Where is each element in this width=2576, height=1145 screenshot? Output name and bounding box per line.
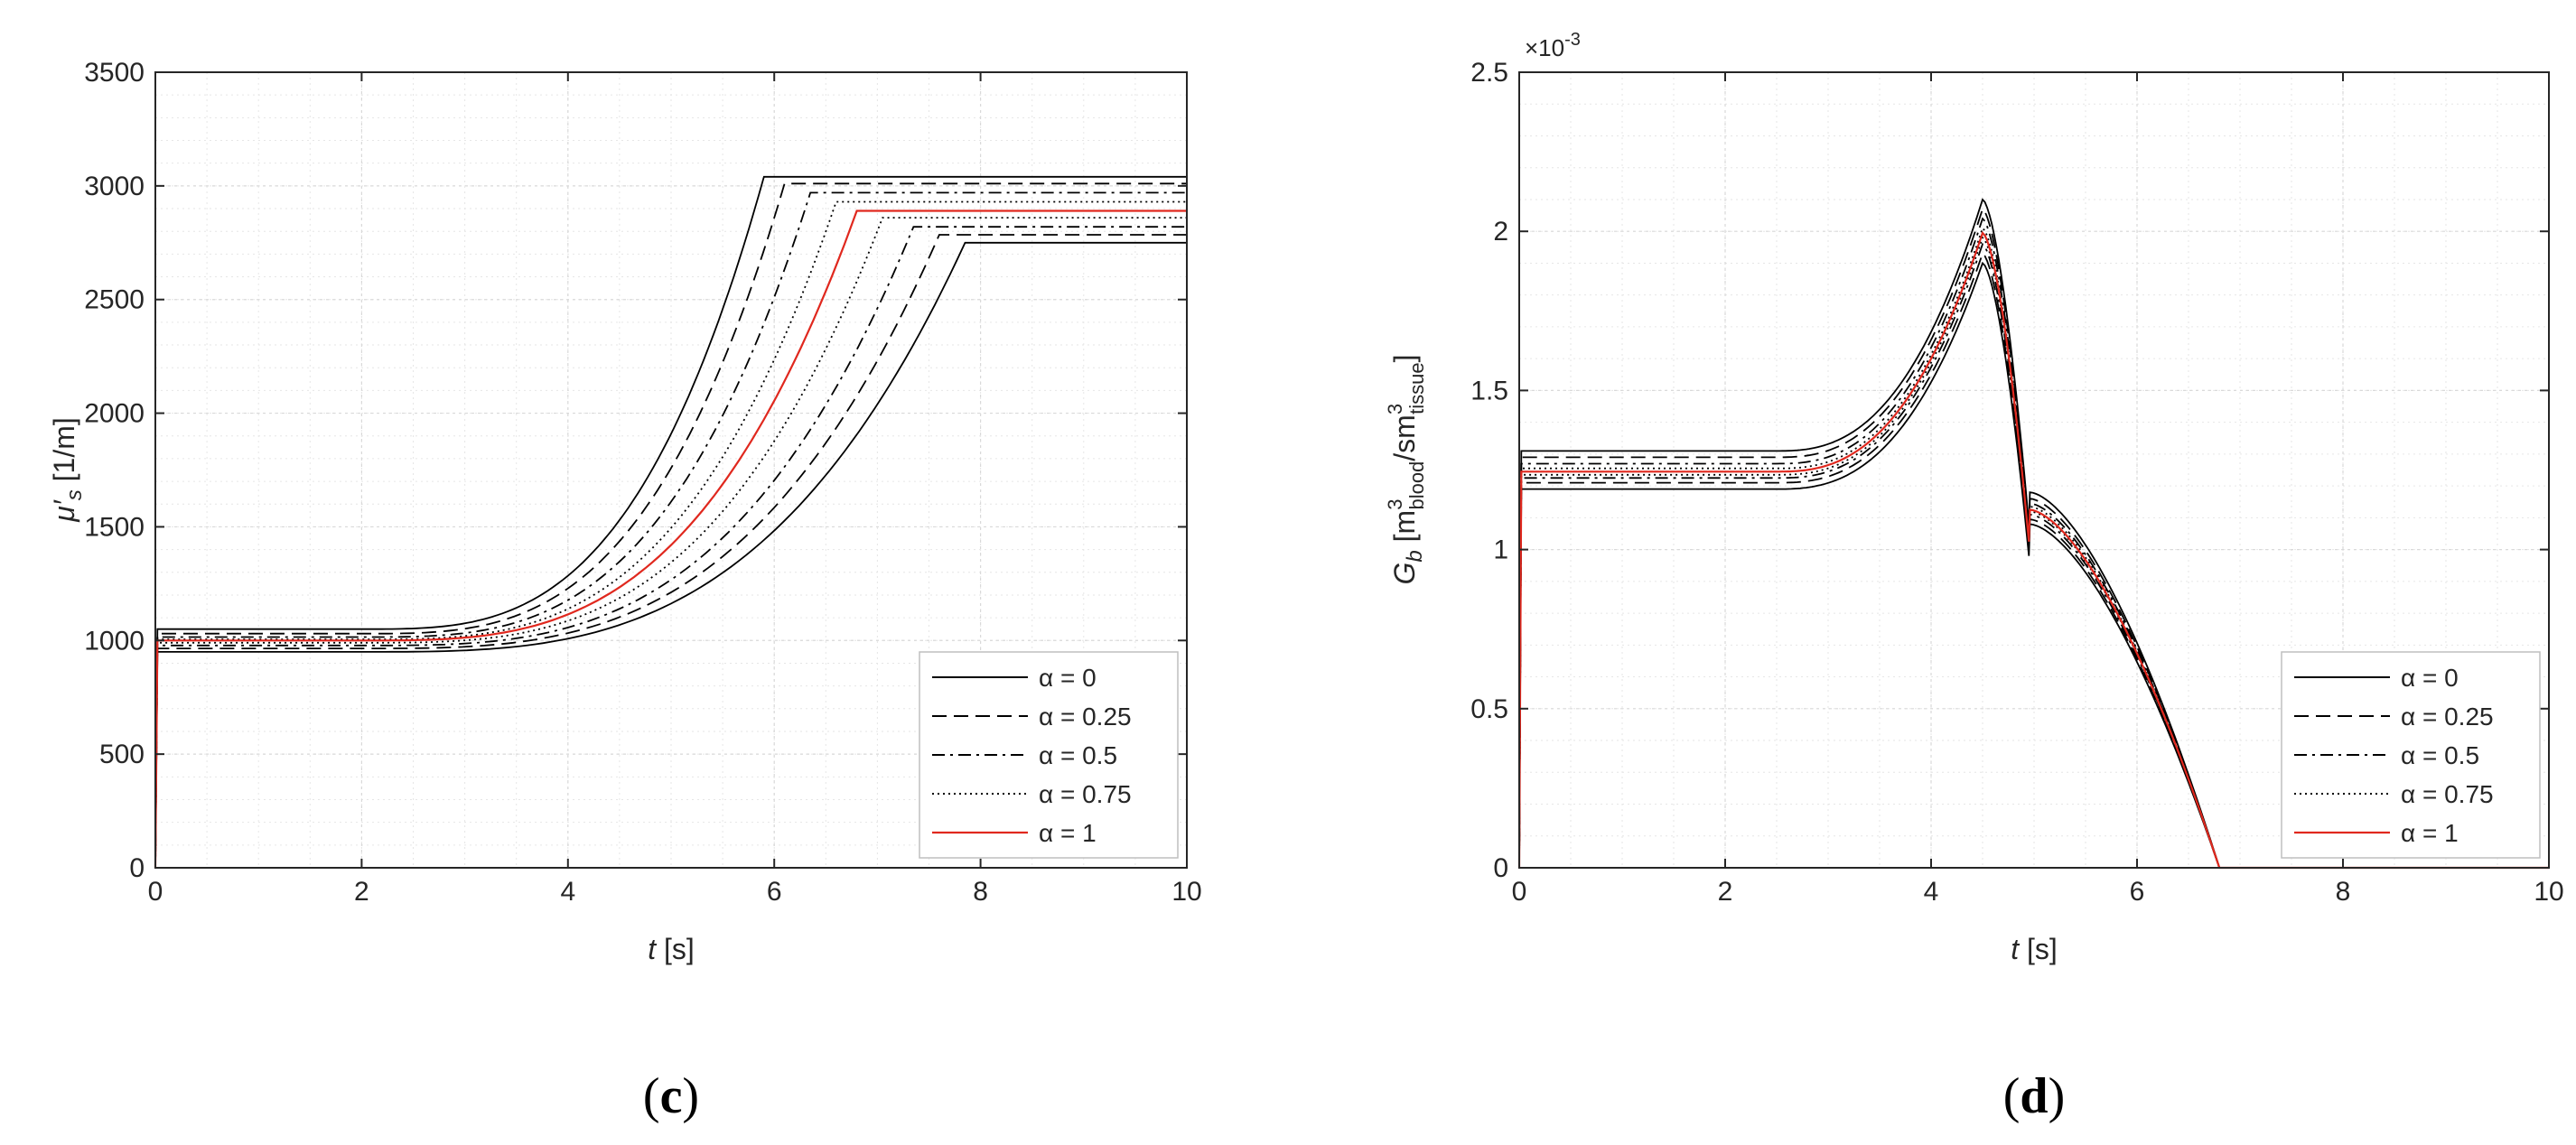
panel-c-series [154, 175, 1187, 869]
panel-d-multiplier: ×10-3 [1525, 30, 1581, 61]
x-tick-label: 0 [148, 877, 163, 907]
panel-d-xlabel: t [s] [2011, 933, 2058, 965]
series-line [154, 182, 1187, 869]
y-tick-label: 3500 [84, 58, 145, 88]
y-tick-label: 1000 [84, 626, 145, 656]
panel-d-ylabel: Gb [m3blood/sm3tissue] [1384, 355, 1428, 585]
panel-c-ticks: 0 2 4 6 8 10 0 500 1000 1500 2000 2500 3000 3500 [84, 58, 1201, 907]
x-tick-label: 6 [767, 877, 782, 907]
y-tick-label: 0 [129, 853, 145, 883]
x-tick-label: 8 [973, 877, 988, 907]
panel-d-ticks: 0 2 4 6 8 10 0 0.5 1 1.5 2 2.5 [1470, 58, 2563, 907]
x-tick-label: 2 [354, 877, 369, 907]
series-line [1518, 217, 2549, 869]
legend-entry-label: α = 0 [2401, 664, 2459, 692]
panel-d: 0 2 4 6 8 10 0 0.5 1 1.5 2 2.5 ×10-3 t [s] Gb [m3bl… [1384, 30, 2564, 1124]
panel-d-axes-box [1518, 71, 2550, 869]
y-tick-label: 0.5 [1470, 694, 1508, 724]
series-line [1518, 198, 2549, 869]
x-tick-label: 2 [1718, 877, 1733, 907]
y-tick-label: 0 [1493, 853, 1508, 883]
series-line [154, 191, 1187, 869]
y-tick-label: 2 [1493, 217, 1508, 247]
panel-c-axes-box [154, 71, 1188, 869]
series-line [154, 209, 1187, 869]
y-tick-label: 1500 [84, 512, 145, 542]
panel-d-legend: α = 0 α = 0.25 α = 0.5 α = 0.75 α = 1 [2281, 651, 2541, 859]
y-tick-label: 2500 [84, 285, 145, 315]
legend-entry-label: α = 0.5 [1039, 741, 1117, 769]
legend-entry-label: α = 0.25 [1039, 703, 1132, 731]
panel-c-xlabel: t [s] [648, 933, 695, 965]
legend-entry-label: α = 1 [1039, 819, 1097, 847]
legend-entry-label: α = 0.75 [1039, 780, 1132, 808]
series-line [154, 217, 1187, 869]
x-tick-label: 6 [2130, 877, 2145, 907]
panel-c-ylabel: μ′s [1/m] [48, 417, 87, 523]
series-line [1518, 252, 2549, 869]
panel-c: 0 2 4 6 8 10 0 500 1000 1500 2000 2500 3000 3500 t [s… [48, 58, 1202, 1124]
series-line [154, 241, 1187, 869]
legend-entry-label: α = 1 [2401, 819, 2459, 847]
panel-d-label: (d) [2003, 1068, 2065, 1124]
x-tick-label: 10 [2534, 877, 2563, 907]
series-line [154, 234, 1187, 869]
y-tick-label: 2.5 [1470, 58, 1508, 88]
x-tick-label: 0 [1512, 877, 1527, 907]
series-line [1517, 230, 2549, 870]
y-tick-label: 1 [1493, 535, 1508, 565]
legend-entry-label: α = 0.5 [2401, 741, 2479, 769]
legend-entry-label: α = 0.75 [2401, 780, 2494, 808]
y-tick-label: 3000 [84, 172, 145, 201]
x-tick-label: 4 [560, 877, 575, 907]
legend-entry-label: α = 0.25 [2401, 703, 2494, 731]
series-line [154, 226, 1187, 869]
series-line [1518, 207, 2549, 869]
x-tick-label: 4 [1924, 877, 1939, 907]
panel-c-legend: α = 0 α = 0.25 α = 0.5 α = 0.75 α = 1 [919, 651, 1179, 859]
legend-entry-label: α = 0 [1039, 664, 1097, 692]
panel-c-label: (c) [643, 1068, 699, 1124]
y-tick-label: 1.5 [1470, 376, 1508, 405]
x-tick-label: 10 [1171, 877, 1201, 907]
series-line [1518, 261, 2549, 869]
panel-d-series [1517, 198, 2549, 870]
series-line [154, 175, 1187, 869]
y-tick-label: 500 [99, 740, 145, 769]
series-line [1518, 226, 2549, 869]
series-line [1518, 242, 2549, 869]
x-tick-label: 8 [2336, 877, 2351, 907]
y-tick-label: 2000 [84, 399, 145, 429]
